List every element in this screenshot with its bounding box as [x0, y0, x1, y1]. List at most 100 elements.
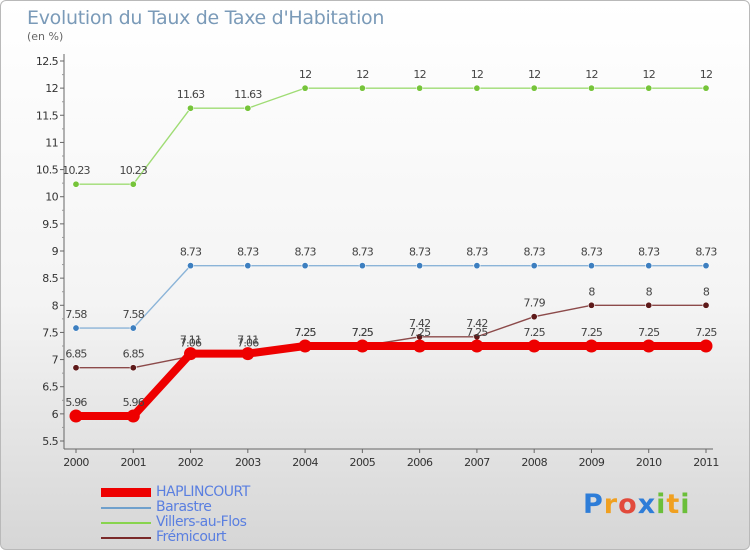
y-tick-label: 9 [52, 245, 59, 258]
data-label-villers-au-flos: 12 [700, 68, 712, 81]
data-point-barastre [530, 262, 538, 270]
data-point-fr-micourt [72, 364, 80, 372]
data-point-barastre [187, 262, 195, 270]
data-label-fr-micourt: 7.42 [466, 317, 487, 330]
data-point-villers-au-flos [129, 180, 137, 188]
data-label-haplincourt: 7.25 [695, 326, 717, 339]
data-label-haplincourt: 7.25 [638, 326, 660, 339]
y-tick-label: 10 [45, 191, 58, 204]
data-label-haplincourt: 7.25 [466, 326, 488, 339]
data-label-villers-au-flos: 11.63 [234, 88, 262, 101]
data-point-fr-micourt [702, 301, 710, 309]
data-label-haplincourt: 7.11 [237, 334, 258, 347]
data-label-fr-micourt: 7.06 [180, 336, 202, 349]
data-point-villers-au-flos [702, 84, 710, 92]
data-label-fr-micourt: 6.85 [65, 348, 87, 361]
data-point-haplincourt [642, 339, 656, 353]
y-tick-label: 11.5 [36, 109, 59, 122]
series-line-barastre [75, 264, 707, 329]
data-label-barastre: 7.58 [123, 308, 145, 321]
logo-letter: P [583, 489, 604, 520]
data-label-haplincourt: 5.96 [65, 396, 87, 409]
logo-letter: o [618, 489, 638, 520]
x-tick-label: 2006 [407, 456, 433, 469]
data-point-haplincourt [413, 339, 427, 353]
data-point-haplincourt [527, 339, 541, 353]
legend-swatch-barastre [101, 507, 151, 509]
x-tick-label: 2003 [235, 456, 261, 469]
unit-label: (en %) [27, 30, 64, 43]
legend-label: Villers-au-Flos [156, 514, 247, 530]
logo-letter: x [637, 489, 657, 520]
data-label-haplincourt: 7.25 [352, 326, 374, 339]
data-label-fr-micourt: 8 [703, 285, 710, 298]
data-label-fr-micourt: 7.79 [524, 297, 546, 310]
x-tick-label: 2002 [178, 456, 204, 469]
data-point-barastre [129, 324, 137, 332]
chart-title: Evolution du Taux de Taxe d'Habitation [27, 7, 385, 29]
legend-label: HAPLINCOURT [156, 484, 250, 500]
data-label-barastre: 8.73 [352, 246, 374, 259]
data-label-villers-au-flos: 12 [356, 68, 368, 81]
data-label-haplincourt: 7.11 [180, 334, 201, 347]
data-label-fr-micourt: 8 [646, 285, 653, 298]
series-line-haplincourt [72, 342, 710, 421]
logo-letter: t [666, 489, 681, 520]
data-label-fr-micourt: 7.25 [352, 326, 374, 339]
series-line-villers-au-flos [75, 87, 707, 185]
data-point-villers-au-flos [416, 84, 424, 92]
data-label-barastre: 8.73 [581, 246, 603, 259]
data-point-barastre [645, 262, 653, 270]
x-tick-label: 2004 [292, 456, 318, 469]
data-point-fr-micourt [129, 364, 137, 372]
data-point-villers-au-flos [587, 84, 595, 92]
data-label-haplincourt: 7.25 [524, 326, 546, 339]
x-tick-label: 2011 [693, 456, 719, 469]
data-point-barastre [358, 262, 366, 270]
data-point-haplincourt [298, 339, 312, 353]
data-label-haplincourt: 7.25 [409, 326, 431, 339]
data-label-barastre: 8.73 [638, 246, 660, 259]
y-tick-label: 8.5 [42, 272, 58, 285]
data-label-barastre: 7.58 [65, 308, 87, 321]
data-point-haplincourt [241, 347, 255, 361]
x-tick-label: 2001 [120, 456, 146, 469]
x-tick-label: 2008 [521, 456, 547, 469]
legend-swatch-fremicourt [101, 537, 151, 539]
data-label-villers-au-flos: 11.63 [177, 88, 205, 101]
data-label-villers-au-flos: 12 [643, 68, 655, 81]
x-tick-label: 2005 [350, 456, 376, 469]
data-point-haplincourt [69, 409, 83, 423]
data-point-villers-au-flos [530, 84, 538, 92]
y-tick-label: 6 [52, 408, 59, 421]
data-label-haplincourt: 7.25 [581, 326, 603, 339]
legend-swatch-villers-au-flos [101, 522, 151, 524]
proxiti-logo: Proxiti [583, 489, 691, 520]
y-tick-label: 12.5 [36, 55, 59, 68]
data-point-villers-au-flos [244, 104, 252, 112]
y-tick-label: 7 [52, 354, 59, 367]
y-tick-label: 6.5 [42, 381, 58, 394]
data-label-fr-micourt: 7.42 [409, 317, 430, 330]
data-label-barastre: 8.73 [695, 246, 717, 259]
x-tick-label: 2007 [464, 456, 490, 469]
data-point-fr-micourt [530, 313, 538, 321]
data-label-fr-micourt: 8 [588, 285, 595, 298]
data-label-barastre: 8.73 [294, 246, 316, 259]
data-point-villers-au-flos [473, 84, 481, 92]
data-label-barastre: 8.73 [409, 246, 431, 259]
data-point-barastre [702, 262, 710, 270]
legend-label: Barastre [156, 499, 212, 515]
y-tick-label: 9.5 [42, 218, 58, 231]
data-label-haplincourt: 7.25 [294, 326, 316, 339]
data-point-haplincourt [699, 339, 713, 353]
data-label-barastre: 8.73 [524, 246, 546, 259]
legend-label: Frémicourt [156, 529, 227, 545]
data-point-haplincourt [184, 347, 198, 361]
logo-letter: r [603, 489, 619, 520]
data-point-villers-au-flos [72, 180, 80, 188]
data-point-fr-micourt [645, 301, 653, 309]
data-label-fr-micourt: 7.06 [237, 336, 259, 349]
